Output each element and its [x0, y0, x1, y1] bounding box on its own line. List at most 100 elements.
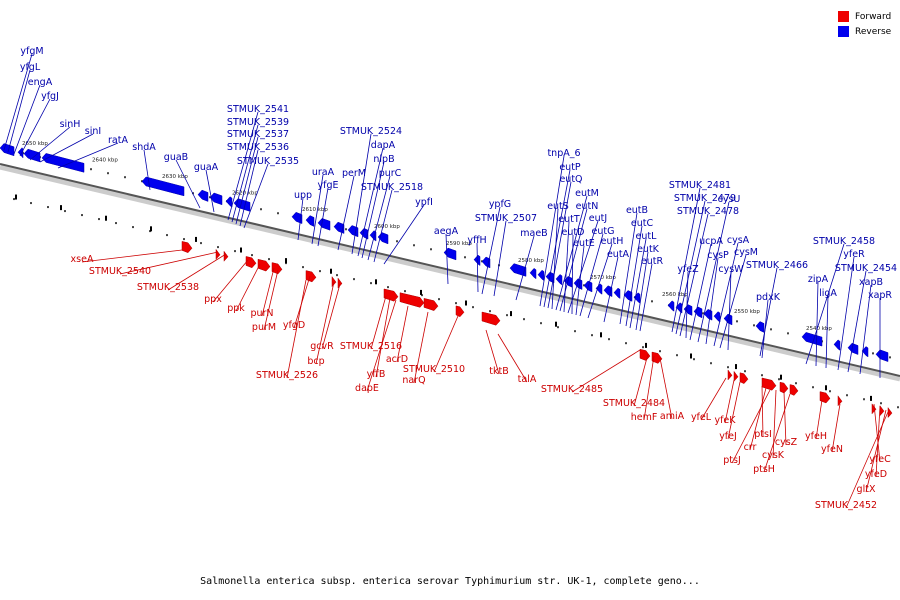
gene-label: gltX — [857, 484, 876, 495]
label-leader — [763, 393, 791, 473]
gene-label: STMUK_2479 — [674, 193, 736, 204]
gene-label: STMUK_2541 — [227, 104, 289, 115]
legend-label-forward: Forward — [855, 11, 892, 22]
forward-gene-block — [779, 381, 789, 394]
label-leader — [351, 133, 372, 255]
forward-gene-block — [423, 298, 439, 311]
label-leader — [337, 175, 355, 251]
label-leader — [845, 411, 889, 509]
strand-dot — [107, 172, 109, 175]
reverse-gene-block — [755, 321, 765, 333]
label-leader — [639, 263, 653, 332]
label-leader — [815, 399, 823, 440]
label-leader — [685, 271, 689, 339]
label-leader — [724, 379, 735, 424]
label-leader — [367, 175, 391, 261]
strand-dot — [557, 326, 559, 329]
backbone-tick — [870, 395, 872, 401]
legend-label-reverse: Reverse — [855, 26, 892, 37]
label-leader — [497, 333, 528, 383]
reverse-gene-block — [861, 346, 869, 358]
label-leader — [539, 155, 565, 307]
strand-dot — [81, 214, 83, 217]
gene-label: nlpB — [373, 154, 394, 165]
strand-dot — [13, 198, 15, 201]
reverse-gene-block — [613, 287, 621, 299]
legend-item-reverse: Reverse — [838, 24, 891, 39]
backbone-tick — [825, 385, 827, 391]
backbone-tick — [600, 332, 602, 338]
gene-label: STMUK_2452 — [815, 500, 877, 511]
strand-dot — [795, 382, 797, 385]
label-leader — [837, 256, 855, 371]
gene-label: ucpA — [699, 236, 723, 247]
label-leader — [805, 243, 845, 365]
strand-dot — [183, 238, 185, 241]
label-leader — [231, 124, 259, 223]
strand-dot — [744, 370, 746, 373]
forward-gene-block — [733, 370, 739, 382]
strand-dot — [166, 234, 168, 237]
forward-gene-block — [245, 256, 257, 269]
reverse-gene-block — [529, 267, 537, 280]
label-leader — [243, 163, 269, 229]
strand-dot — [651, 300, 653, 303]
label-leader — [13, 84, 41, 155]
label-leader — [563, 221, 570, 313]
forward-gene-block — [271, 262, 283, 275]
gene-label: engA — [28, 77, 53, 88]
strand-dot — [200, 242, 202, 245]
strand-dot — [47, 206, 49, 209]
label-leader — [297, 197, 304, 241]
label-leader — [357, 147, 384, 257]
gene-label: ppk — [227, 303, 245, 314]
reverse-gene-block — [675, 302, 683, 314]
gene-label: sinI — [85, 126, 101, 137]
strand-dot — [90, 168, 92, 171]
gene-label: cysW — [718, 264, 744, 275]
label-leader — [515, 235, 535, 301]
gene-label: STMUK_2518 — [361, 182, 423, 193]
gene-label: STMUK_2484 — [603, 398, 665, 409]
gene-label: dapE — [355, 383, 379, 394]
reverse-gene-block — [359, 227, 369, 240]
gene-label: eutN — [576, 201, 599, 212]
reverse-gene-block — [291, 211, 303, 224]
label-leader — [551, 208, 559, 310]
reverse-gene-block — [0, 143, 15, 157]
reverse-gene-block — [713, 311, 721, 323]
reverse-gene-block — [141, 176, 185, 197]
label-leader — [727, 271, 732, 351]
strand-dot — [642, 346, 644, 349]
gene-label: uraA — [312, 167, 335, 178]
gene-label: cysU — [718, 194, 741, 205]
label-leader — [81, 249, 183, 263]
strand-dot — [889, 356, 891, 359]
backbone-tick — [420, 289, 422, 295]
label-leader — [481, 206, 501, 295]
label-leader — [433, 315, 459, 373]
gene-label: eutG — [592, 226, 615, 237]
label-leader — [235, 136, 259, 225]
ruler-label: 2610 kbp — [302, 207, 328, 213]
gene-label: STMUK_2540 — [89, 266, 151, 277]
gene-label: eutH — [601, 236, 624, 247]
label-leader — [625, 225, 643, 327]
label-leader — [619, 212, 638, 325]
gene-label: eutL — [636, 231, 658, 242]
label-leader — [396, 305, 409, 363]
ruler-label: 2550 kbp — [734, 309, 760, 315]
reverse-gene-block — [667, 300, 675, 312]
forward-gene-block — [223, 250, 229, 262]
strand-dot — [345, 228, 347, 231]
backbone-tick — [735, 364, 737, 370]
strand-dot — [812, 386, 814, 389]
label-leader — [555, 195, 588, 311]
strand-dot — [625, 342, 627, 345]
gene-label: guaB — [164, 152, 188, 163]
gene-label: purM — [252, 322, 276, 333]
label-leader — [39, 133, 94, 163]
gene-label: tnpA_6 — [547, 148, 580, 159]
gene-label: STMUK_2538 — [137, 282, 199, 293]
gene-label: bcp — [307, 356, 324, 367]
